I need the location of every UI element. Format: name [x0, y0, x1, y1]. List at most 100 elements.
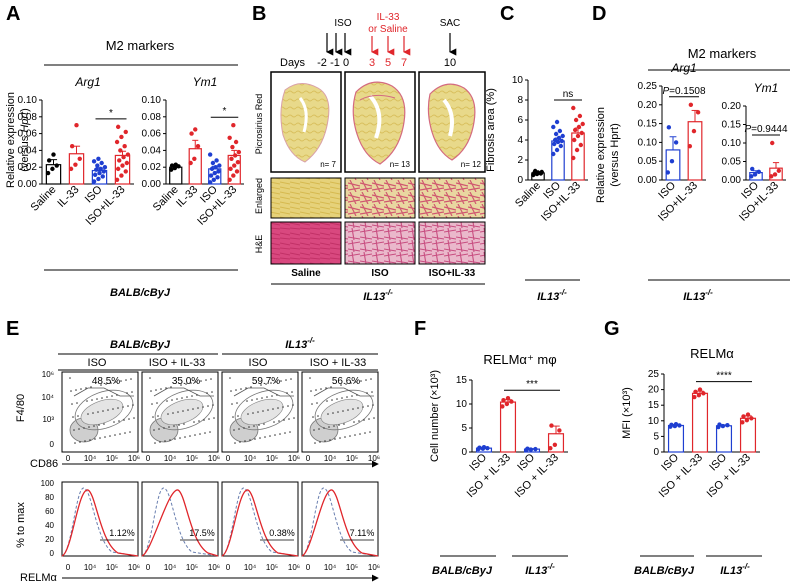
chart-title: Arg1 — [74, 75, 100, 89]
histogram: 17.5% 0 10⁴ 10⁵ 10⁶ — [141, 481, 220, 572]
significance-label: *** — [526, 379, 538, 390]
event-dot — [314, 442, 316, 444]
event-dot — [364, 432, 366, 434]
event-dot — [71, 403, 73, 405]
timeline-il33-label: IL-33 — [377, 12, 400, 23]
event-dot — [129, 431, 131, 433]
data-point — [101, 169, 107, 174]
flow-condition: ISO + IL-33 — [310, 357, 367, 369]
hist-xtick: 10⁵ — [346, 563, 358, 572]
event-dot — [127, 405, 129, 407]
data-point — [574, 147, 580, 153]
data-point — [571, 155, 576, 161]
event-dot — [120, 380, 122, 382]
event-dot — [174, 438, 176, 440]
event-dot — [262, 410, 264, 412]
event-dot — [360, 380, 362, 382]
event-dot — [330, 386, 332, 388]
event-dot — [256, 398, 258, 400]
event-dot — [130, 378, 132, 380]
data-point — [119, 173, 124, 178]
y-tick-label: 0.02 — [142, 162, 162, 173]
event-dot — [287, 405, 289, 407]
hist-ytick: 60 — [45, 507, 54, 516]
flow-ytick: 10⁴ — [42, 393, 55, 402]
data-point — [769, 174, 774, 179]
event-dot — [158, 428, 160, 430]
data-point — [560, 133, 565, 139]
event-dot — [263, 423, 265, 425]
event-dot — [203, 419, 205, 421]
flow-xtick: 0 — [146, 454, 151, 463]
panel-label-f: F — [414, 318, 426, 340]
event-dot — [99, 437, 101, 439]
event-dot — [277, 407, 279, 409]
data-point — [576, 124, 582, 130]
flow-xtick: 10⁴ — [244, 454, 257, 463]
event-dot — [272, 408, 274, 410]
data-point — [192, 156, 197, 161]
event-dot — [83, 427, 85, 429]
panel-f-strain-1: BALB/cByJ — [432, 565, 493, 577]
group-label: Saline — [291, 268, 321, 279]
hist-xtick: 10⁵ — [106, 563, 118, 572]
event-dot — [133, 417, 135, 419]
data-point — [168, 167, 174, 172]
gate-percent: 35.0% — [172, 376, 200, 387]
event-dot — [183, 423, 185, 425]
event-dot — [286, 392, 288, 394]
hist-frame — [301, 481, 379, 557]
event-dot — [132, 404, 134, 406]
event-dot — [239, 441, 241, 443]
event-dot — [323, 427, 325, 429]
event-dot — [192, 408, 194, 410]
data-point — [231, 173, 236, 178]
histology-he-saline — [270, 221, 342, 265]
flow-x-label: CD86 — [30, 458, 58, 470]
hist-xtick: 0 — [306, 563, 311, 572]
histogram: 0.38% 0 10⁴ 10⁵ 10⁶ — [221, 481, 300, 572]
y-tick-label: 0.25 — [638, 81, 658, 92]
event-dot — [113, 421, 115, 423]
data-point — [213, 165, 218, 170]
data-point — [97, 170, 102, 176]
event-dot — [173, 425, 175, 427]
event-dot — [198, 420, 200, 422]
event-dot — [369, 431, 371, 433]
flow-plot-3: 56.6% 0 10⁴ 10⁵ 10⁶ 7.11% 0 10⁴ 10⁵ 10⁶ — [301, 371, 380, 572]
histology-picro-iso-il33: n= 12 — [418, 71, 486, 173]
event-dot — [309, 377, 311, 379]
data-point — [554, 147, 560, 153]
y-tick-label: 2 — [517, 155, 523, 166]
event-dot — [193, 421, 195, 423]
data-point — [208, 173, 214, 178]
event-dot — [107, 409, 109, 411]
event-dot — [231, 403, 233, 405]
data-point — [46, 158, 52, 163]
data-point — [173, 162, 178, 167]
event-dot — [110, 382, 112, 384]
event-dot — [119, 433, 121, 435]
y-tick-label: 0.06 — [142, 129, 162, 140]
data-point — [504, 401, 510, 407]
event-dot — [235, 389, 237, 391]
bar — [667, 424, 685, 453]
data-point — [96, 176, 101, 182]
event-dot — [77, 415, 79, 417]
data-point — [772, 172, 778, 177]
event-dot — [247, 413, 249, 415]
event-dot — [92, 412, 94, 414]
data-point — [749, 416, 754, 421]
event-dot — [180, 384, 182, 386]
event-dot — [362, 406, 364, 408]
event-dot — [250, 386, 252, 388]
event-dot — [85, 387, 87, 389]
flow-xtick: 10⁴ — [84, 454, 97, 463]
density-contour — [74, 389, 134, 431]
y-tick-label: 15 — [456, 375, 468, 386]
event-dot — [354, 434, 356, 436]
y-axis-label: Fibrosis area (%) — [485, 88, 497, 172]
event-dot — [194, 434, 196, 436]
timeline-day: 7 — [401, 57, 407, 69]
y-tick-label: 0.00 — [142, 179, 162, 190]
